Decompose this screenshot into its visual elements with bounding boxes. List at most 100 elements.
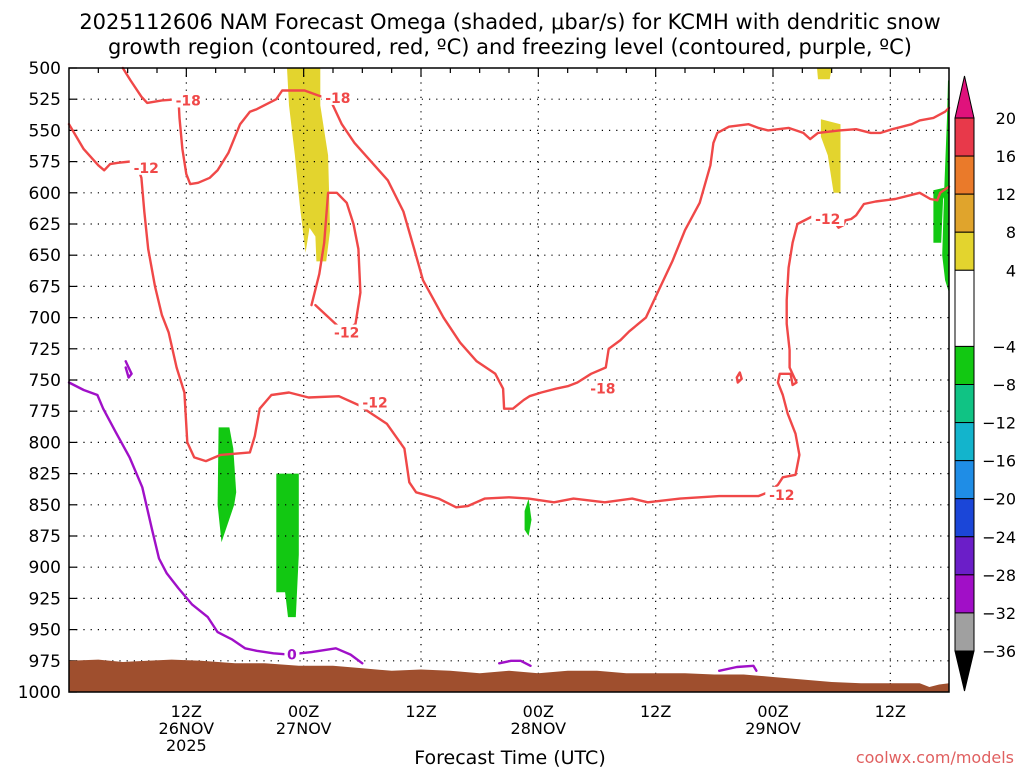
contour-label: -18 [590,382,615,398]
contour-label-bg [330,324,364,340]
contour-label-bg [321,89,355,105]
y-tick-label: 925 [29,589,61,609]
x-tick-label: 12Z [171,702,202,721]
y-axis: 500 525 550 575 600 625 650 675 700 725 750 775 800 8… [18,59,61,703]
contour-label: -12 [769,488,794,504]
colorbar-bin [954,384,975,424]
colorbar-label: −28 [982,566,1016,585]
contour-label: 0 [287,648,297,664]
colorbar-label: −16 [982,452,1016,471]
y-tick-label: 550 [29,121,61,141]
colorbar-label: 12 [996,185,1016,204]
colorbar-bin [954,345,975,385]
x-tick-label: 27NOV [276,719,332,738]
x-tick-label: 00Z [288,702,319,721]
y-tick-label: 575 [29,153,61,173]
contour-label-bg [586,380,620,396]
x-tick-label: 26NOV [159,719,215,738]
colorbar-bin [954,460,975,500]
x-tick-label: 12Z [875,702,906,721]
colorbar-label: 8 [1006,223,1016,242]
y-tick-label: 725 [29,340,61,360]
contour-label: -12 [362,395,387,411]
y-tick-label: 650 [29,246,61,266]
contour-label-bg [765,486,799,502]
contour-label: -12 [134,161,159,177]
contour-label-bg [284,646,300,662]
contour-label-layer: -18 -12 -18 -12 -12 -18 -12 -12 0 [129,89,845,664]
colorbar-label: −20 [982,490,1016,509]
colorbar-label: 20 [996,109,1016,128]
chart-title-line1: 2025112606 NAM Forecast Omega (shaded, μ… [79,10,940,34]
terrain-surface [69,659,949,692]
plot-frame [68,67,950,693]
contour-label: -18 [325,91,350,107]
y-tick-label: 675 [29,277,61,297]
contour-label-bg [358,394,392,410]
colorbar-label: −4 [992,337,1016,356]
y-tick-label: 600 [29,184,61,204]
colorbar-bin [954,498,975,538]
colorbar-label: 16 [996,147,1016,166]
x-tick-label: 29NOV [745,719,801,738]
colorbar-bin [954,231,975,271]
contour-label: -12 [334,326,359,342]
colorbar-bin [954,422,975,462]
y-tick-label: 625 [29,215,61,235]
y-tick-label: 775 [29,402,61,422]
y-tick-label: 900 [29,558,61,578]
y-tick-label: 875 [29,527,61,547]
y-tick-label: 500 [29,59,61,79]
colorbar-label: −24 [982,528,1016,547]
colorbar-bin [954,574,975,614]
x-tick-label: 00Z [523,702,554,721]
contour-label: -12 [815,212,840,228]
downward-motion-green-3 [524,498,532,536]
x-tick-label: 28NOV [511,719,567,738]
y-tick-label: 750 [29,371,61,391]
contour-label-bg [171,92,205,108]
minus12-small-contour [735,371,743,384]
colorbar-bin [954,193,975,233]
y-tick-label: 1000 [18,683,61,703]
downward-motion-green-5 [942,80,949,293]
downward-motion-green-1 [217,427,237,543]
minus18-inner-contour [121,66,951,410]
y-tick-label: 975 [29,652,61,672]
colorbar-label: −8 [992,376,1016,395]
colorbar-bin [954,155,975,195]
upward-motion-yellow-1 [287,68,331,262]
x-tick-label: 12Z [405,702,436,721]
credit-text: coolwx.com/models [856,748,1014,767]
freezing-level-bump-2 [718,664,758,672]
contour-label: -18 [176,93,201,109]
colorbar-bottom-arrow [954,650,975,692]
omega-shading-layer [217,68,949,618]
upward-motion-yellow-3 [820,119,841,193]
colorbar-bin [954,117,975,157]
colorbar-bin [954,536,975,576]
contour-label-bg [811,211,845,227]
y-tick-label: 950 [29,621,61,641]
y-tick-label: 525 [29,90,61,110]
terrain-layer [69,659,949,692]
colorbar-bin [954,612,975,652]
x-tick-label: 00Z [757,702,788,721]
colorbar-bin [954,269,975,347]
colorbar-label: −36 [982,642,1016,661]
chart-title-line2: growth region (contoured, red, ºC) and f… [108,35,912,59]
colorbar-label: 4 [1006,261,1016,280]
colorbar-label: −32 [982,604,1016,623]
y-tick-label: 700 [29,309,61,329]
freezing-level-bump-1 [498,659,532,667]
colorbar: 20 16 12 8 4 −4 −8 −12 −16 −20 −24 −28 −32 −36 [954,75,1016,692]
y-tick-label: 850 [29,496,61,516]
x-tick-label: 12Z [640,702,671,721]
contour-label-bg [129,159,163,175]
x-tick-label: 2025 [166,736,207,755]
x-axis-label: Forecast Time (UTC) [414,747,605,768]
downward-motion-green-2 [276,473,299,618]
